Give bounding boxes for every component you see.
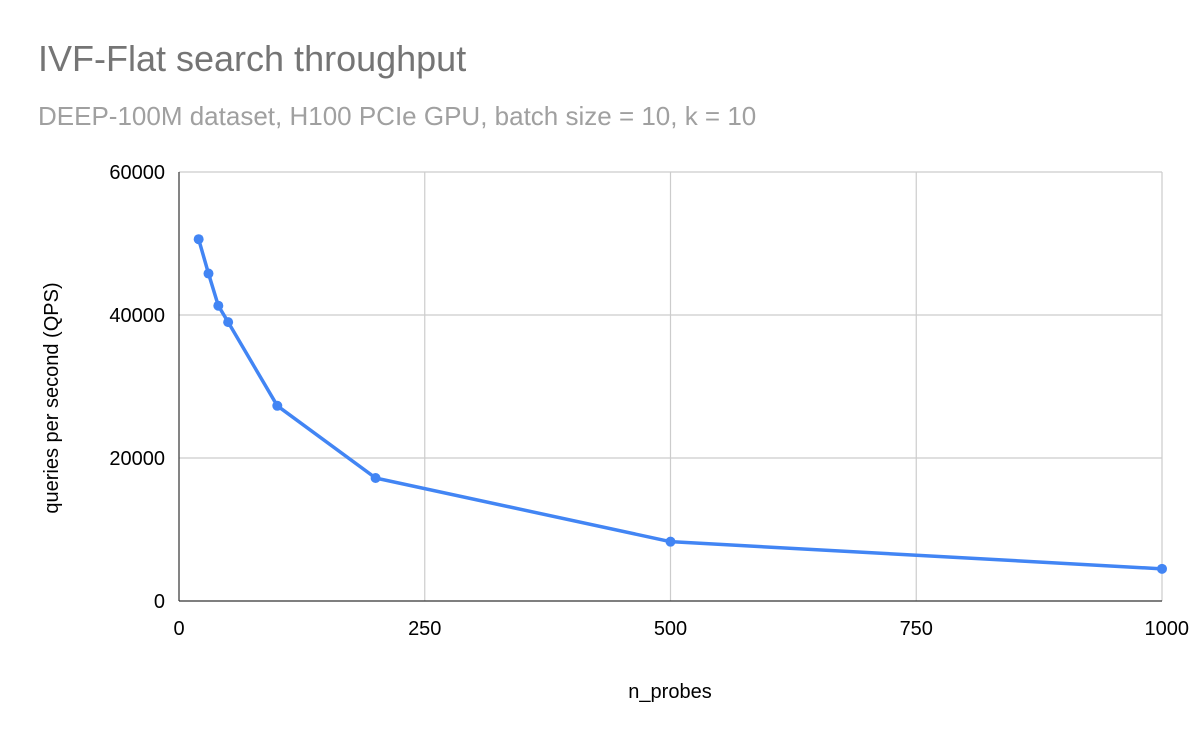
x-tick-labels: 0 250 500 750 1000 xyxy=(173,618,1189,640)
chart-subtitle: DEEP-100M dataset, H100 PCIe GPU, batch … xyxy=(38,101,757,131)
gridlines xyxy=(179,171,1163,601)
y-tick-label: 40000 xyxy=(109,305,165,327)
x-tick-label: 1000 xyxy=(1145,618,1190,640)
y-tick-labels: 0 20000 40000 60000 xyxy=(109,162,165,613)
data-point xyxy=(203,268,214,279)
series-group xyxy=(193,234,1167,574)
x-tick-label: 750 xyxy=(900,618,933,640)
axes xyxy=(178,172,1162,602)
x-tick-label: 500 xyxy=(654,618,687,640)
y-axis-label: queries per second (QPS) xyxy=(41,282,63,513)
data-point xyxy=(272,400,283,411)
data-point xyxy=(223,317,234,328)
series-line xyxy=(196,237,1164,571)
data-point xyxy=(370,473,381,484)
data-point xyxy=(665,536,676,547)
y-tick-label: 20000 xyxy=(109,448,165,470)
data-point xyxy=(1157,563,1167,574)
y-tick-label: 60000 xyxy=(109,162,165,184)
x-axis-label: n_probes xyxy=(628,681,711,703)
data-point xyxy=(213,300,224,311)
x-tick-label: 0 xyxy=(173,618,184,640)
data-point xyxy=(193,234,204,245)
x-tick-label: 250 xyxy=(408,618,441,640)
y-tick-label: 0 xyxy=(154,591,165,613)
chart-title: IVF-Flat search throughput xyxy=(38,38,467,79)
